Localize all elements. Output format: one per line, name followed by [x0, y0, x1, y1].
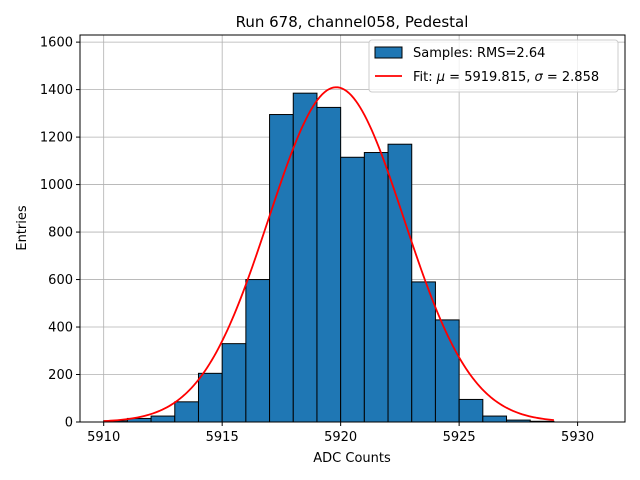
chart-title: Run 678, channel058, Pedestal [236, 13, 469, 31]
legend-box [368, 39, 619, 93]
histogram-bar [292, 92, 318, 423]
histogram-bar [316, 106, 342, 423]
y-tick-label: 1000 [40, 178, 73, 193]
histogram-bar [269, 114, 294, 423]
histogram-bar [221, 343, 247, 423]
x-tick-label: 5915 [206, 430, 239, 445]
histogram-bar [482, 415, 508, 423]
legend: Samples: RMS=2.64 Fit: μ = 5919.815, σ =… [368, 39, 619, 93]
histogram-bar [411, 281, 436, 423]
histogram-bar [150, 415, 176, 423]
x-axis-label: ADC Counts [313, 451, 391, 466]
y-tick-label: 0 [65, 416, 73, 431]
histogram-bar [197, 372, 223, 423]
y-tick-label: 1400 [40, 83, 73, 98]
histogram-bar [387, 143, 413, 423]
x-axis-ticks: 5910 5915 5920 5925 5930 [87, 422, 594, 445]
y-tick-label: 1200 [40, 131, 73, 146]
histogram-bar [458, 398, 484, 423]
y-tick-label: 600 [48, 273, 73, 288]
y-axis-label: Entries [15, 205, 30, 251]
x-tick-label: 5910 [87, 430, 120, 445]
legend-samples-label: Samples: RMS=2.64 [413, 46, 545, 61]
y-tick-label: 1600 [40, 36, 73, 51]
x-tick-label: 5930 [561, 430, 594, 445]
legend-fit-label: Fit: μ = 5919.815, σ = 2.858 [413, 70, 599, 85]
histogram-bar [340, 156, 365, 423]
fit-curve [103, 86, 554, 422]
y-tick-label: 800 [48, 226, 73, 241]
y-axis-ticks: 0 200 400 600 800 1000 1200 1400 1600 [40, 36, 80, 431]
y-tick-label: 200 [48, 368, 73, 383]
x-tick-label: 5920 [324, 430, 357, 445]
legend-samples-swatch [374, 46, 403, 59]
histogram-bar [245, 279, 271, 423]
x-tick-label: 5925 [443, 430, 476, 445]
y-tick-label: 400 [48, 321, 73, 336]
histogram-bar [363, 152, 389, 423]
plot-frame [79, 34, 626, 423]
histogram-bars [103, 92, 555, 423]
histogram-bar [174, 401, 199, 423]
